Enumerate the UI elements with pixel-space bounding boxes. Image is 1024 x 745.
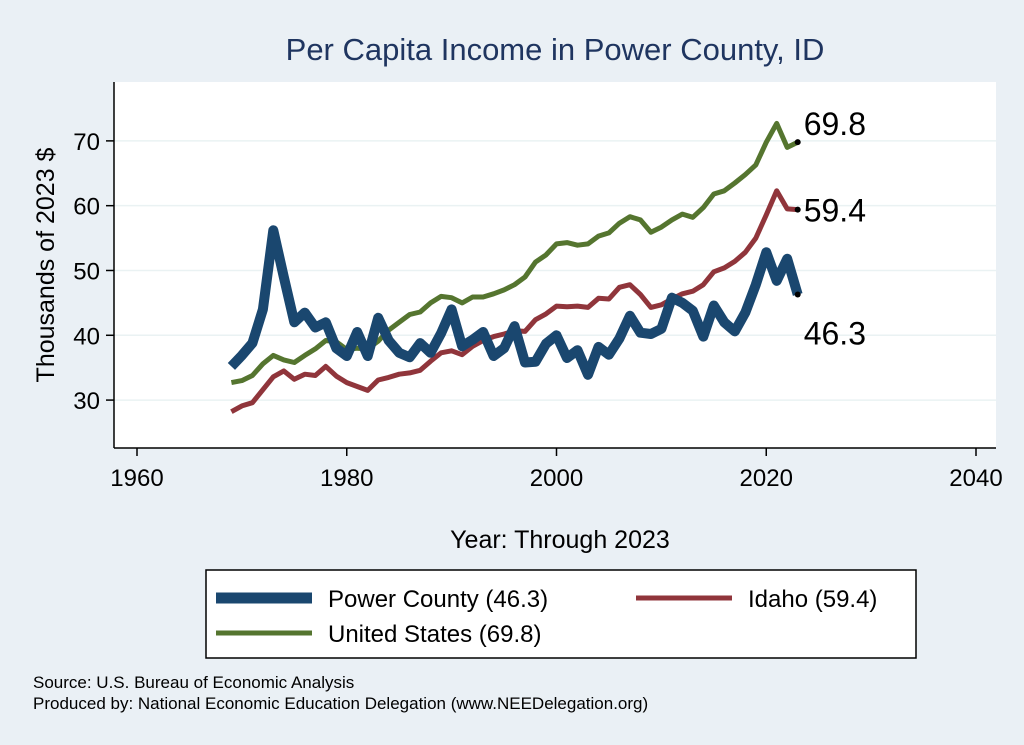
end-labels: 46.3 59.4 69.8 xyxy=(794,106,866,351)
end-value-label: 46.3 xyxy=(804,315,866,351)
x-tick-label: 2020 xyxy=(740,465,793,492)
x-tick-label: 2000 xyxy=(530,465,583,492)
end-value-label: 59.4 xyxy=(804,193,866,229)
legend-label-power-county: Power County (46.3) xyxy=(328,586,548,613)
x-tick-label: 1960 xyxy=(110,465,163,492)
plot-area xyxy=(114,82,996,448)
source-note: Source: U.S. Bureau of Economic Analysis xyxy=(33,673,354,692)
legend-label-united-states: United States (69.8) xyxy=(328,621,541,648)
series-line-united-states xyxy=(230,120,799,386)
series-group xyxy=(227,120,803,414)
y-tick-label: 50 xyxy=(73,258,100,285)
y-axis-label: Thousands of 2023 $ xyxy=(32,147,60,382)
produced-by-note: Produced by: National Economic Education… xyxy=(33,694,648,713)
x-tick-label: 2040 xyxy=(949,465,1002,492)
end-value-label: 69.8 xyxy=(804,106,866,142)
x-axis-label: Year: Through 2023 xyxy=(450,526,670,554)
legend-box xyxy=(205,569,917,659)
chart-title: Per Capita Income in Power County, ID xyxy=(286,32,825,67)
end-marker xyxy=(794,206,801,213)
y-tick-label: 30 xyxy=(73,388,100,415)
legend-item-idaho: Idaho (59.4) xyxy=(636,586,877,613)
y-tick-label: 40 xyxy=(73,323,100,350)
legend-item-power-county: Power County (46.3) xyxy=(216,586,548,613)
series-line-power-county xyxy=(227,225,803,380)
y-tick-label: 60 xyxy=(73,194,100,221)
legend-label-idaho: Idaho (59.4) xyxy=(748,586,877,613)
axes: 30 40 50 60 70 1960 1980 2000 2020 2040 xyxy=(73,82,1003,492)
x-tick-label: 1980 xyxy=(320,465,373,492)
y-tick-label: 70 xyxy=(73,129,100,156)
end-marker xyxy=(794,291,801,298)
end-marker xyxy=(794,139,801,146)
legend-item-united-states: United States (69.8) xyxy=(216,621,541,648)
